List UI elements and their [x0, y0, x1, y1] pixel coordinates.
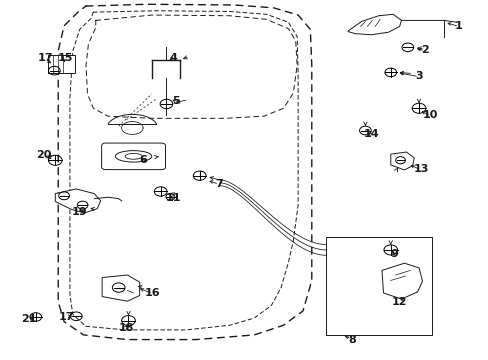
Polygon shape — [347, 14, 401, 35]
FancyBboxPatch shape — [102, 143, 165, 170]
Text: 3: 3 — [414, 71, 422, 81]
Bar — [48, 55, 75, 73]
Text: 10: 10 — [422, 111, 438, 121]
Text: 8: 8 — [347, 334, 355, 345]
Bar — [326, 237, 431, 335]
Text: 18: 18 — [119, 323, 134, 333]
Text: 9: 9 — [390, 248, 398, 258]
Text: 12: 12 — [391, 297, 407, 307]
Polygon shape — [390, 152, 413, 170]
Text: 16: 16 — [145, 288, 161, 298]
Text: 17: 17 — [59, 312, 74, 322]
Text: 17: 17 — [38, 53, 53, 63]
Text: 19: 19 — [72, 207, 87, 217]
Polygon shape — [102, 275, 140, 301]
Text: 20: 20 — [36, 150, 51, 160]
Ellipse shape — [125, 153, 142, 159]
Text: 4: 4 — [169, 53, 177, 63]
Text: 13: 13 — [412, 164, 428, 174]
Text: 5: 5 — [172, 96, 180, 106]
Text: 15: 15 — [57, 53, 73, 63]
Text: 11: 11 — [166, 193, 181, 203]
Text: 7: 7 — [215, 179, 223, 189]
Polygon shape — [381, 263, 422, 299]
Text: 2: 2 — [420, 45, 428, 55]
Text: 6: 6 — [139, 155, 147, 165]
Ellipse shape — [115, 150, 151, 162]
Text: 14: 14 — [363, 129, 378, 139]
Text: 1: 1 — [454, 21, 462, 31]
Polygon shape — [55, 189, 101, 213]
Text: 21: 21 — [21, 314, 37, 324]
